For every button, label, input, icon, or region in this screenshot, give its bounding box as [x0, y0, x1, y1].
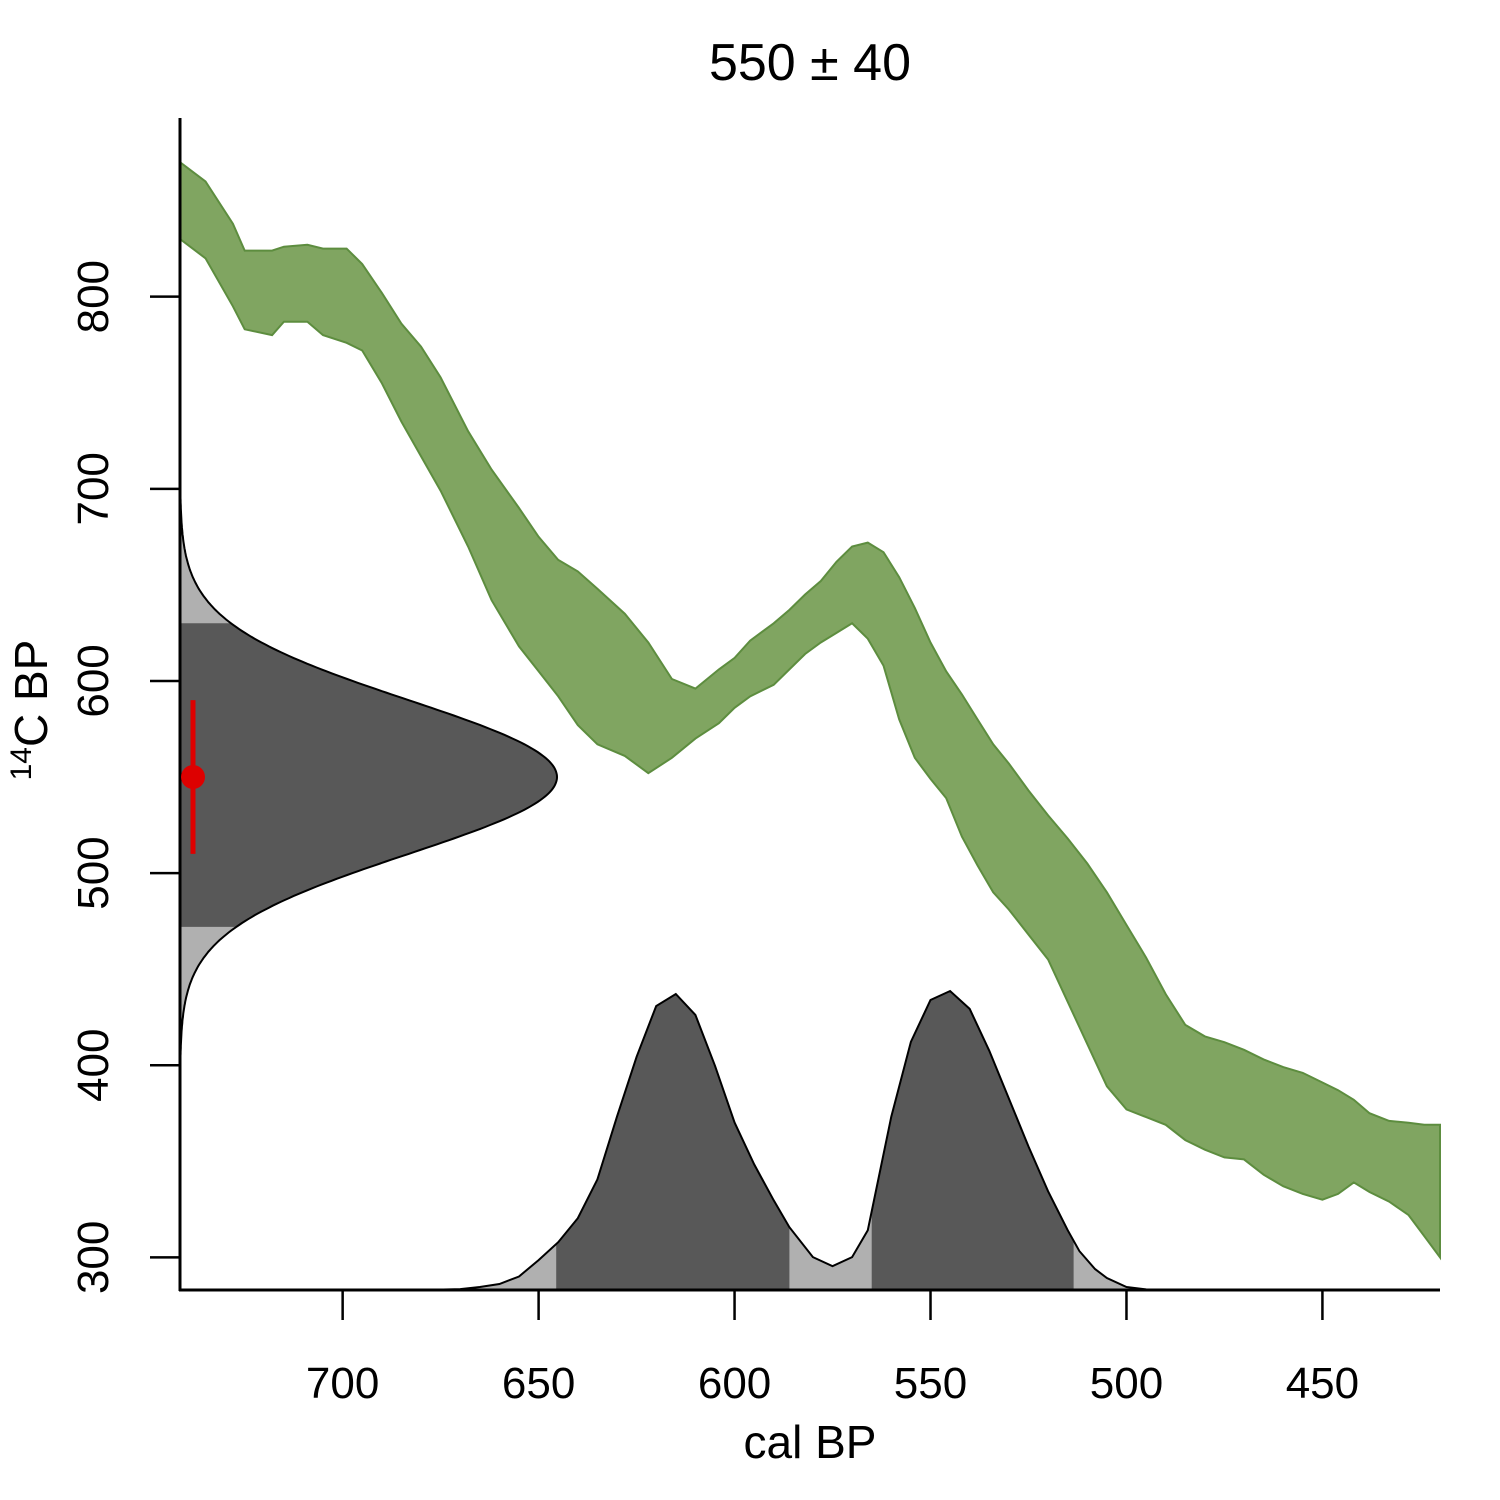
x-tick-label: 500 — [1090, 1359, 1163, 1408]
calibrated-density-outline — [180, 989, 1441, 1291]
y-tick-label: 600 — [69, 644, 118, 717]
x-tick-label: 700 — [306, 1359, 379, 1408]
calibration-curve-layer — [179, 160, 1441, 1261]
x-tick-label: 450 — [1286, 1359, 1359, 1408]
date-point — [181, 765, 205, 790]
y-tick-label: 800 — [69, 260, 118, 333]
y-tick-label: 300 — [69, 1221, 118, 1294]
y-tick-label: 700 — [69, 452, 118, 525]
calibrated-density-hpd-1 — [556, 994, 790, 1290]
chart-title: 550 ± 40 — [709, 34, 911, 92]
y-axis-title: 14C BP — [5, 640, 57, 781]
x-tick-label: 550 — [894, 1359, 967, 1408]
x-axis-title: cal BP — [744, 1416, 877, 1468]
calibrated-density-hpd-2 — [871, 991, 1074, 1290]
radiocarbon-density-layer — [179, 450, 559, 1104]
y-tick-label: 500 — [69, 836, 118, 909]
x-tick-label: 650 — [502, 1359, 575, 1408]
calibrated-density-layer — [180, 989, 1441, 1291]
radiocarbon-date-layer — [181, 700, 205, 854]
axes-layer: 700 650 600 550 500 450 300 400 500 600 700 800 — [69, 118, 1440, 1408]
y-axis-title-text: C BP — [5, 640, 57, 747]
radiocarbon-density-hpd — [180, 623, 557, 927]
y-axis-title-superscript: 14 — [5, 747, 38, 780]
x-tick-label: 600 — [698, 1359, 771, 1408]
y-tick-label: 400 — [69, 1028, 118, 1101]
calibration-curve-band — [179, 160, 1441, 1261]
radiocarbon-density-outline — [179, 450, 559, 1104]
